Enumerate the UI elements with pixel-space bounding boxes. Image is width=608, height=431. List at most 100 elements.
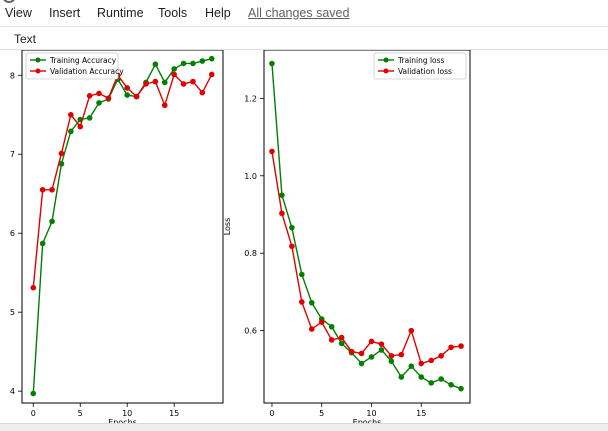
data-point (269, 60, 275, 67)
data-point (49, 218, 55, 225)
toolbar (0, 27, 608, 49)
data-point (388, 358, 395, 364)
data-point (458, 343, 464, 349)
data-point (208, 71, 215, 78)
data-point (124, 85, 130, 91)
data-point (171, 71, 177, 78)
data-point (428, 380, 434, 386)
data-point (289, 243, 295, 250)
data-point (86, 115, 93, 121)
y-tick-label: 0.6 (244, 327, 257, 336)
save-status-link[interactable]: All changes saved (248, 6, 350, 20)
data-point (378, 347, 385, 353)
data-point (438, 352, 444, 359)
data-point (428, 357, 434, 364)
data-point (161, 79, 168, 86)
data-point (408, 327, 415, 334)
menu-divider (0, 26, 608, 27)
data-point (190, 78, 196, 85)
data-point (199, 89, 206, 96)
x-tick-label: 5 (319, 409, 324, 418)
menu-insert[interactable]: Insert (49, 6, 81, 20)
data-point (368, 354, 375, 360)
data-point (86, 93, 93, 99)
data-point (299, 299, 305, 305)
menu-runtime[interactable]: Runtime (97, 6, 144, 20)
legend-label: Training loss (397, 56, 445, 65)
data-point (30, 390, 37, 397)
data-point (77, 123, 84, 130)
data-point (152, 61, 159, 68)
menu-view[interactable]: View (5, 6, 32, 20)
data-point (448, 382, 454, 388)
data-point (358, 350, 365, 357)
legend-label: Training Accuracy (49, 56, 117, 65)
logo-fragment (2, 0, 16, 3)
data-point (68, 128, 74, 135)
x-tick-label: 0 (269, 409, 274, 418)
data-point (338, 340, 345, 347)
x-tick-label: 5 (78, 409, 83, 418)
x-axis-label: Epochs (353, 418, 382, 427)
data-point (279, 210, 285, 217)
data-point (133, 93, 140, 100)
data-point (368, 338, 375, 345)
data-point (418, 374, 425, 380)
data-point (358, 360, 365, 367)
data-point (49, 186, 55, 193)
y-tick-label: 4 (10, 387, 15, 396)
add-text-button[interactable]: Text (14, 32, 37, 46)
y-tick-label: 8 (10, 71, 15, 80)
y-tick-label: 1.0 (244, 172, 257, 181)
legend-box (373, 52, 467, 80)
data-point (161, 102, 168, 109)
data-point (39, 186, 46, 193)
x-tick-label: 10 (366, 409, 376, 418)
data-point (199, 58, 206, 64)
menu-tools[interactable]: Tools (158, 6, 188, 20)
legend-box (25, 52, 119, 80)
data-point (58, 150, 65, 157)
legend-marker (35, 68, 41, 74)
x-tick-label: 15 (169, 409, 179, 418)
data-point (171, 66, 177, 72)
data-point (308, 299, 315, 306)
menu-help[interactable]: Help (205, 6, 231, 20)
data-point (299, 271, 305, 278)
y-tick-label: 1.2 (244, 94, 257, 103)
y-tick-label: 7 (10, 150, 15, 159)
horizontal-scrollbar[interactable] (0, 423, 608, 431)
data-point (308, 326, 315, 332)
data-point (318, 319, 325, 325)
data-point (190, 60, 196, 67)
data-point (408, 363, 415, 370)
data-point (378, 341, 385, 347)
y-tick-label: 6 (10, 229, 15, 238)
plot-frame (263, 50, 471, 404)
data-point (328, 323, 335, 330)
data-point (124, 92, 130, 98)
x-tick-label: 15 (416, 409, 426, 418)
data-point (398, 374, 405, 380)
loss-chart: 0 5 10 15 0.6 0.8 1.0 1.2 Epochs Loss Training los… (223, 50, 471, 427)
data-point (289, 224, 295, 231)
data-point (96, 90, 102, 97)
data-point (39, 240, 46, 247)
x-tick-label: 10 (122, 409, 132, 418)
data-point (448, 344, 454, 351)
data-point (458, 385, 464, 392)
legend-marker (35, 57, 41, 63)
data-point (338, 334, 345, 341)
y-axis-label: Loss (223, 218, 232, 236)
x-tick-label: 0 (31, 409, 36, 418)
data-point (58, 160, 65, 167)
legend-label: Validation Accuracy (50, 67, 124, 76)
data-point (96, 100, 102, 106)
legend-label: Validation loss (398, 67, 452, 76)
data-point (388, 352, 395, 359)
x-axis-label: Epochs (108, 418, 137, 427)
data-point (143, 81, 149, 87)
data-point (279, 192, 285, 198)
data-point (418, 360, 425, 367)
data-point (68, 111, 74, 118)
